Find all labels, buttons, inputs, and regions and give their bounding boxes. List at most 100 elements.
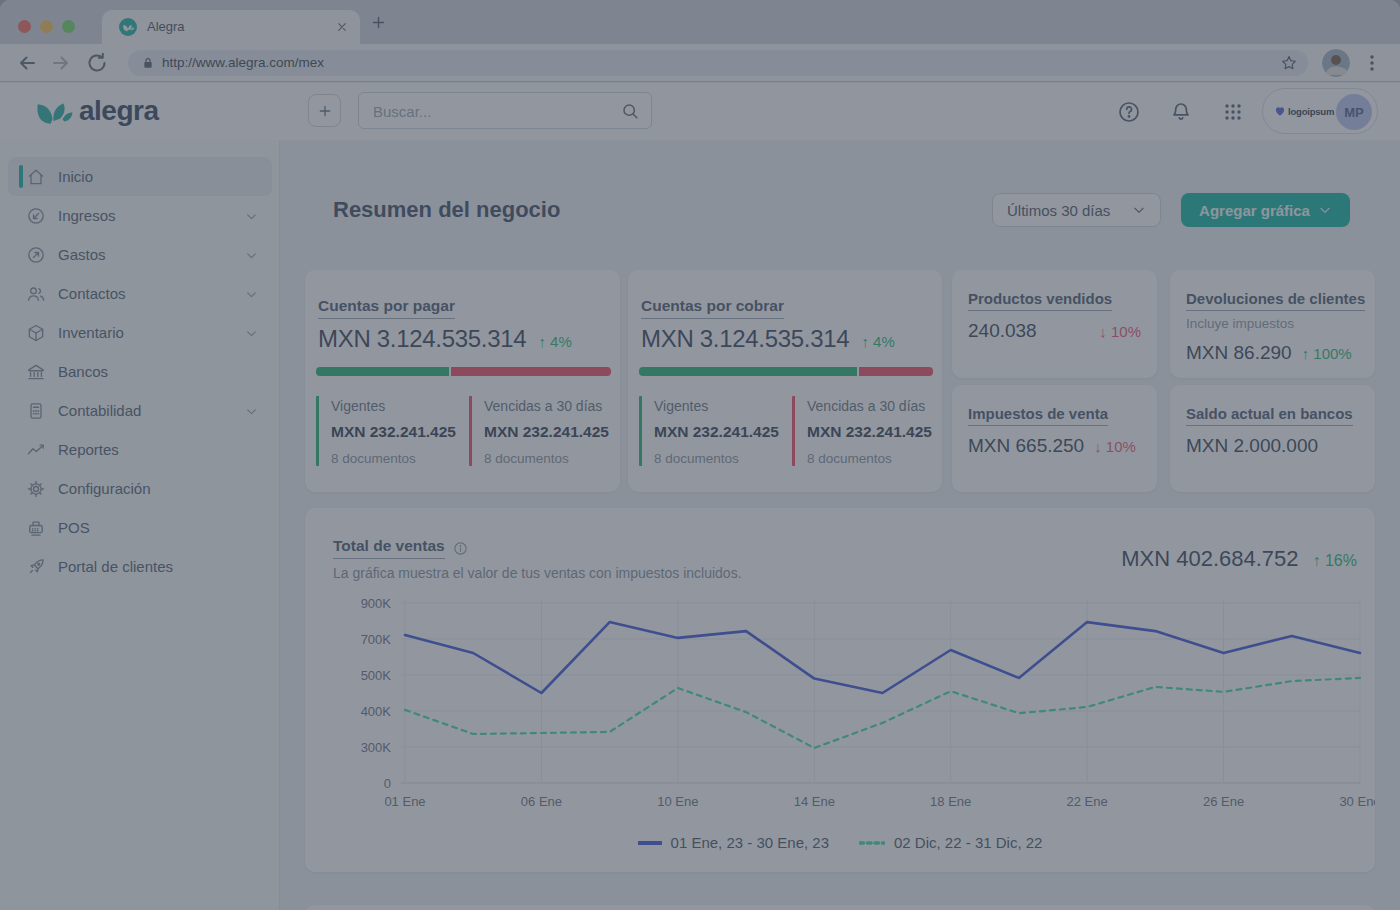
svg-text:01 Ene: 01 Ene [384,794,425,809]
logoipsum-icon [1274,106,1286,117]
bank-icon [26,362,46,382]
sales-tax-link[interactable]: Impuestos de venta [968,405,1108,426]
legend-previous-period[interactable]: 02 Dic, 22 - 31 Dic, 22 [859,834,1042,851]
svg-text:900K: 900K [361,596,392,611]
browser-tab[interactable]: Alegra [102,10,360,44]
svg-text:26 Ene: 26 Ene [1203,794,1244,809]
sales-tax-delta: ↓ 10% [1094,438,1136,455]
new-tab-button[interactable] [370,14,387,31]
main-content: Resumen del negocio Últimos 30 días Agre… [281,140,1400,910]
browser-profile-avatar[interactable] [1322,49,1350,77]
pos-terminal-icon [26,518,46,538]
products-sold-card: Productos vendidos 240.038 ↓ 10% [952,270,1157,378]
sidebar-item-bancos[interactable]: Bancos [8,352,272,391]
apps-grid-icon[interactable] [1221,100,1245,124]
chevron-down-icon[interactable] [245,248,258,261]
sidebar-item-portal-de-clientes[interactable]: Portal de clientes [8,547,272,586]
bank-balance-link[interactable]: Saldo actual en bancos [1186,405,1353,426]
sidebar: Inicio Ingresos Gastos Contactos Inventa… [0,140,280,910]
sidebar-item-reportes[interactable]: Reportes [8,430,272,469]
chevron-down-icon[interactable] [245,404,258,417]
chevron-down-icon[interactable] [245,287,258,300]
payable-amount: MXN 3.124.535.314 [318,325,526,353]
sidebar-item-gastos[interactable]: Gastos [8,235,272,274]
search-input[interactable]: Buscar... [358,92,652,129]
receivable-overdue-stat: Vencidas a 30 días MXN 232.241.425 8 doc… [792,396,945,466]
help-icon[interactable] [1117,100,1141,124]
customer-returns-delta: ↑ 100% [1302,345,1352,362]
search-icon[interactable] [620,101,640,121]
browser-menu-icon[interactable] [1363,51,1381,75]
sidebar-item-pos[interactable]: POS [8,508,272,547]
svg-text:06 Ene: 06 Ene [521,794,562,809]
payable-overdue-segment [451,367,611,376]
company-logo-text: logoipsum [1288,106,1334,117]
income-icon [26,206,46,226]
period-filter-button[interactable]: Últimos 30 días [992,193,1161,227]
bookmark-star-icon[interactable] [1280,54,1298,72]
app-header: alegra Buscar... logoipsum MP [0,83,1400,140]
back-icon[interactable] [15,51,39,75]
account-switcher[interactable]: logoipsum MP [1262,88,1378,134]
products-sold-link[interactable]: Productos vendidos [968,290,1112,311]
customer-returns-link[interactable]: Devoluciones de clientes [1186,290,1365,311]
alegra-favicon [119,18,137,36]
alegra-logo[interactable]: alegra [33,91,159,131]
reports-trend-icon [26,440,46,460]
user-avatar[interactable]: MP [1336,94,1372,130]
receivable-overdue-segment [859,367,933,376]
chart-legend: 01 Ene, 23 - 30 Ene, 23 02 Dic, 22 - 31 … [305,834,1375,851]
sidebar-item-contactos[interactable]: Contactos [8,274,272,313]
lock-icon [140,55,156,71]
svg-text:500K: 500K [361,668,392,683]
url-text[interactable]: http://www.alegra.com/mex [162,50,324,76]
sidebar-item-inventario[interactable]: Inventario [8,313,272,352]
sidebar-item-ingresos[interactable]: Ingresos [8,196,272,235]
chevron-down-icon[interactable] [245,326,258,339]
payable-overdue-stat: Vencidas a 30 días MXN 232.241.425 8 doc… [469,396,622,466]
page-title: Resumen del negocio [333,197,560,223]
payable-progress-bar [316,367,611,376]
tab-title: Alegra [147,10,185,44]
minimize-window-button[interactable] [40,20,53,33]
notifications-bell-icon[interactable] [1169,100,1193,124]
forward-icon[interactable] [49,51,73,75]
payable-current-stat: Vigentes MXN 232.241.425 8 documentos [316,396,469,466]
svg-text:10 Ene: 10 Ene [657,794,698,809]
home-icon [26,167,46,187]
accounts-payable-card: Cuentas por pagar MXN 3.124.535.314 ↑ 4%… [305,270,620,492]
company-logo: logoipsum [1274,106,1334,117]
reload-icon[interactable] [85,51,109,75]
sidebar-item-inicio[interactable]: Inicio [8,157,272,196]
active-accent-bar [19,165,23,188]
browser-toolbar: http://www.alegra.com/mex [0,44,1400,82]
svg-text:400K: 400K [361,704,392,719]
receivable-delta: ↑ 4% [861,333,894,350]
svg-text:30 Ene: 30 Ene [1339,794,1375,809]
svg-text:0: 0 [384,776,391,791]
close-window-button[interactable] [18,20,31,33]
bank-balance-card: Saldo actual en bancos MXN 2.000.000 [1170,385,1375,492]
accounts-payable-link[interactable]: Cuentas por pagar [318,297,455,319]
add-chart-button[interactable]: Agregar gráfica [1181,193,1350,227]
sidebar-item-contabilidad[interactable]: Contabilidad [8,391,272,430]
accounts-receivable-link[interactable]: Cuentas por cobrar [641,297,784,319]
receivable-current-stat: Vigentes MXN 232.241.425 8 documentos [639,396,792,466]
customer-returns-note: Incluye impuestos [1186,316,1294,331]
legend-current-period[interactable]: 01 Ene, 23 - 30 Ene, 23 [638,834,829,851]
tab-close-icon[interactable] [334,19,350,35]
sidebar-item-configuracion[interactable]: Configuración [8,469,272,508]
bank-balance-value: MXN 2.000.000 [1186,435,1318,457]
address-bar[interactable]: http://www.alegra.com/mex [128,50,1308,76]
chevron-down-icon[interactable] [245,209,258,222]
total-sales-chart-card: Total de ventas La gráfica muestra el va… [305,508,1375,872]
chevron-down-icon [1132,203,1146,217]
maximize-window-button[interactable] [62,20,75,33]
svg-text:22 Ene: 22 Ene [1067,794,1108,809]
payable-current-segment [316,367,449,376]
svg-text:18 Ene: 18 Ene [930,794,971,809]
quick-add-button[interactable] [308,94,341,127]
contacts-icon [26,284,46,304]
inventory-box-icon [26,323,46,343]
svg-text:700K: 700K [361,632,392,647]
